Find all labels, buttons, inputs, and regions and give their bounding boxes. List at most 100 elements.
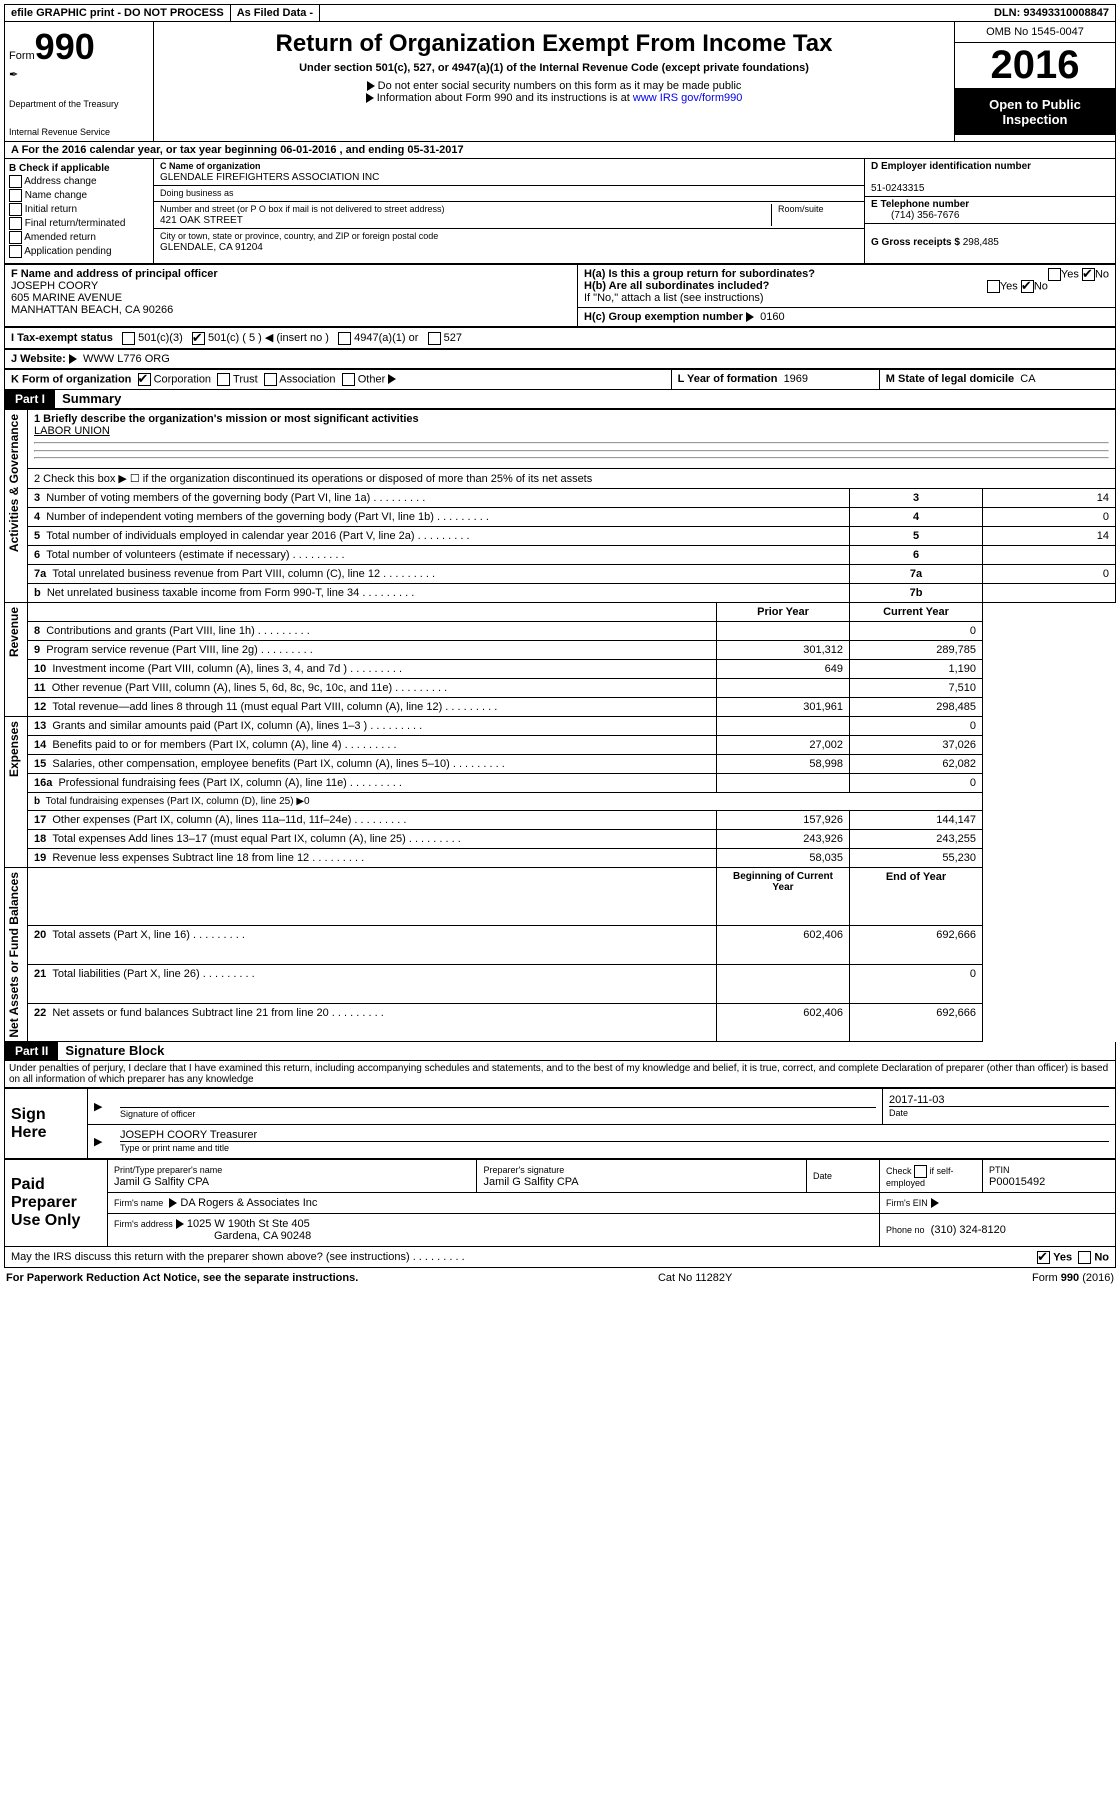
dln: DLN: 93493310008847 bbox=[988, 5, 1115, 21]
entity-block: B Check if applicable Address change Nam… bbox=[4, 159, 1116, 264]
summary-row: 21 Total liabilities (Part X, line 26)0 bbox=[5, 965, 1116, 1004]
form-subtitle: Under section 501(c), 527, or 4947(a)(1)… bbox=[162, 62, 946, 74]
summary-row: 14 Benefits paid to or for members (Part… bbox=[5, 735, 1116, 754]
chk-ha-yes[interactable] bbox=[1048, 268, 1061, 281]
summary-row: 13 Grants and similar amounts paid (Part… bbox=[5, 716, 1116, 735]
bullet-icon bbox=[367, 81, 375, 91]
page-footer: For Paperwork Reduction Act Notice, see … bbox=[4, 1268, 1116, 1288]
chk-self-employed[interactable] bbox=[914, 1165, 927, 1178]
sign-here-block: Sign Here ▶ Signature of officer 2017-11… bbox=[4, 1088, 1116, 1159]
top-bar: efile GRAPHIC print - DO NOT PROCESS As … bbox=[4, 4, 1116, 22]
label-expenses: Expenses bbox=[5, 717, 23, 781]
chk-address-change[interactable]: Address change bbox=[9, 175, 149, 188]
preparer-phone: (310) 324-8120 bbox=[931, 1224, 1006, 1236]
group-exemption: 0160 bbox=[760, 311, 784, 323]
summary-row: 8 Contributions and grants (Part VIII, l… bbox=[5, 621, 1116, 640]
website: WWW L776 ORG bbox=[83, 353, 170, 365]
summary-row: 7a Total unrelated business revenue from… bbox=[5, 564, 1116, 583]
summary-row: 22 Net assets or fund balances Subtract … bbox=[5, 1003, 1116, 1042]
chk-trust[interactable] bbox=[217, 373, 230, 386]
firm-name: DA Rogers & Associates Inc bbox=[180, 1197, 317, 1209]
summary-row: 4 Number of independent voting members o… bbox=[5, 507, 1116, 526]
summary-row: 5 Total number of individuals employed i… bbox=[5, 526, 1116, 545]
gross-receipts: 298,485 bbox=[963, 237, 999, 248]
irs-link[interactable]: www IRS gov/form990 bbox=[633, 92, 742, 104]
row-a-period: A For the 2016 calendar year, or tax yea… bbox=[4, 142, 1116, 159]
section-b-checkboxes: B Check if applicable Address change Nam… bbox=[5, 159, 154, 263]
perjury-declaration: Under penalties of perjury, I declare th… bbox=[4, 1061, 1116, 1088]
f-h-block: F Name and address of principal officer … bbox=[4, 264, 1116, 327]
form-title: Return of Organization Exempt From Incom… bbox=[162, 30, 946, 58]
preparer-name: Jamil G Salfity CPA bbox=[114, 1176, 209, 1188]
summary-row: 6 Total number of volunteers (estimate i… bbox=[5, 545, 1116, 564]
chk-final-return[interactable]: Final return/terminated bbox=[9, 217, 149, 230]
eagle-icon: ✒ bbox=[9, 68, 149, 81]
chk-name-change[interactable]: Name change bbox=[9, 189, 149, 202]
chk-527[interactable] bbox=[428, 332, 441, 345]
section-d-e-g: D Employer identification number51-02433… bbox=[864, 159, 1115, 263]
officer-signed-name: JOSEPH COORY Treasurer bbox=[120, 1129, 257, 1141]
chk-4947[interactable] bbox=[338, 332, 351, 345]
summary-row: 11 Other revenue (Part VIII, column (A),… bbox=[5, 678, 1116, 697]
chk-ha-no[interactable] bbox=[1082, 268, 1095, 281]
summary-row: b Net unrelated business taxable income … bbox=[5, 583, 1116, 602]
ein: 51-0243315 bbox=[871, 183, 924, 194]
chk-501c3[interactable] bbox=[122, 332, 135, 345]
part-ii-header: Part II bbox=[5, 1042, 58, 1060]
label-revenue: Revenue bbox=[5, 603, 23, 661]
chk-hb-no[interactable] bbox=[1021, 280, 1034, 293]
dept-treasury: Department of the Treasury bbox=[9, 99, 149, 109]
chk-corporation[interactable] bbox=[138, 373, 151, 386]
open-to-public: Open to Public Inspection bbox=[955, 89, 1115, 135]
form-number: 990 bbox=[35, 26, 95, 67]
part-i-summary: Activities & Governance 1 Briefly descri… bbox=[4, 409, 1116, 1043]
chk-discuss-no[interactable] bbox=[1078, 1251, 1091, 1264]
summary-row: 16a Professional fundraising fees (Part … bbox=[5, 773, 1116, 792]
omb-number: OMB No 1545-0047 bbox=[955, 22, 1115, 43]
org-city: GLENDALE, CA 91204 bbox=[160, 242, 263, 253]
row-i: I Tax-exempt status 501(c)(3) 501(c) ( 5… bbox=[4, 327, 1116, 349]
chk-initial-return[interactable]: Initial return bbox=[9, 203, 149, 216]
summary-row: 17 Other expenses (Part IX, column (A), … bbox=[5, 810, 1116, 829]
mission: LABOR UNION bbox=[34, 425, 110, 437]
chk-discuss-yes[interactable] bbox=[1037, 1251, 1050, 1264]
row-j: J Website: WWW L776 ORG bbox=[4, 349, 1116, 369]
as-filed: As Filed Data - bbox=[231, 5, 320, 21]
form-ref: Form 990 (2016) bbox=[1032, 1272, 1114, 1284]
form-header: Form990 ✒ Department of the Treasury Int… bbox=[4, 22, 1116, 142]
section-c: C Name of organizationGLENDALE FIREFIGHT… bbox=[154, 159, 864, 263]
discuss-row: May the IRS discuss this return with the… bbox=[4, 1247, 1116, 1268]
summary-row: 9 Program service revenue (Part VIII, li… bbox=[5, 640, 1116, 659]
summary-row: 15 Salaries, other compensation, employe… bbox=[5, 754, 1116, 773]
chk-501c[interactable] bbox=[192, 332, 205, 345]
ptin: P00015492 bbox=[989, 1176, 1045, 1188]
paid-preparer-block: Paid Preparer Use Only Print/Type prepar… bbox=[4, 1159, 1116, 1247]
summary-row: 20 Total assets (Part X, line 16)602,406… bbox=[5, 926, 1116, 965]
summary-row: 19 Revenue less expenses Subtract line 1… bbox=[5, 848, 1116, 867]
chk-application-pending[interactable]: Application pending bbox=[9, 245, 149, 258]
tax-year: 2016 bbox=[955, 43, 1115, 89]
org-name: GLENDALE FIREFIGHTERS ASSOCIATION INC bbox=[160, 172, 379, 183]
chk-amended[interactable]: Amended return bbox=[9, 231, 149, 244]
summary-row: 3 Number of voting members of the govern… bbox=[5, 488, 1116, 507]
label-net-assets: Net Assets or Fund Balances bbox=[5, 868, 23, 1042]
summary-row: 18 Total expenses Add lines 13–17 (must … bbox=[5, 829, 1116, 848]
year-formation: 1969 bbox=[784, 373, 808, 385]
label-governance: Activities & Governance bbox=[5, 410, 23, 556]
row-klm: K Form of organization Corporation Trust… bbox=[4, 369, 1116, 390]
phone: (714) 356-7676 bbox=[871, 210, 959, 221]
irs: Internal Revenue Service bbox=[9, 127, 149, 137]
part-i-header: Part I bbox=[5, 390, 55, 408]
sign-date: 2017-11-03 bbox=[889, 1094, 944, 1106]
efile-notice: efile GRAPHIC print - DO NOT PROCESS bbox=[5, 5, 231, 21]
officer-name: JOSEPH COORY bbox=[11, 280, 98, 292]
chk-other[interactable] bbox=[342, 373, 355, 386]
bullet-icon bbox=[366, 93, 374, 103]
chk-association[interactable] bbox=[264, 373, 277, 386]
summary-row: 10 Investment income (Part VIII, column … bbox=[5, 659, 1116, 678]
summary-row: 12 Total revenue—add lines 8 through 11 … bbox=[5, 697, 1116, 716]
org-street: 421 OAK STREET bbox=[160, 215, 243, 226]
chk-hb-yes[interactable] bbox=[987, 280, 1000, 293]
summary-row: b Total fundraising expenses (Part IX, c… bbox=[5, 792, 1116, 810]
state-domicile: CA bbox=[1020, 373, 1035, 385]
